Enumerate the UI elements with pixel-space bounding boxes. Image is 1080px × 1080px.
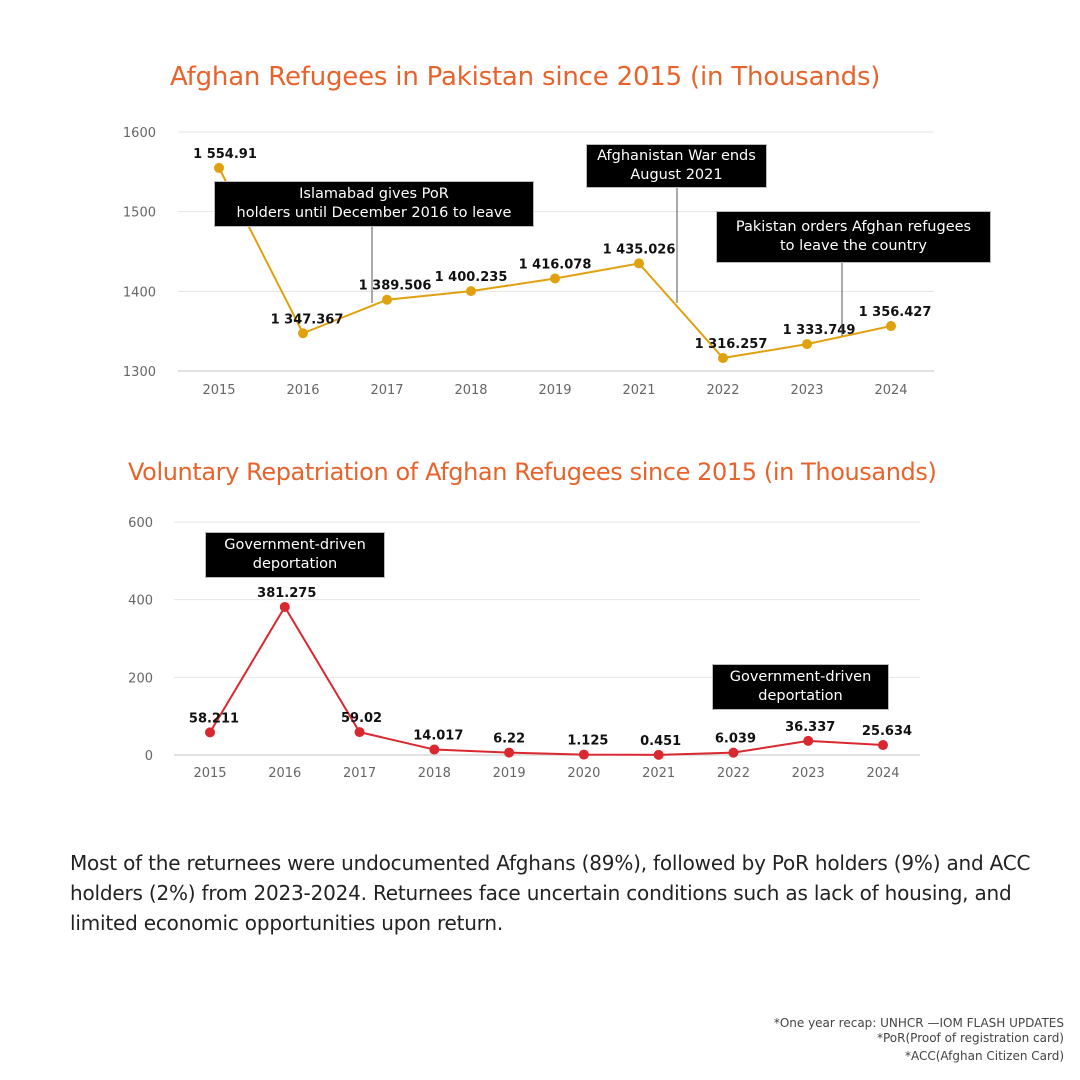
chart1-x-tick-label: 2024 [874, 383, 907, 398]
chart1-data-label: 1 435.026 [603, 242, 676, 257]
chart2-data-label: 381.275 [257, 586, 316, 601]
chart1-data-label: 1 389.506 [359, 279, 432, 294]
chart2-title: Voluntary Repatriation of Afghan Refugee… [128, 458, 937, 486]
chart1-x-tick-label: 2017 [370, 383, 403, 398]
chart2-x-tick-label: 2017 [343, 766, 376, 781]
chart2-data-point [279, 601, 290, 612]
chart2-x-tick-label: 2022 [717, 766, 750, 781]
chart2-data-label: 25.634 [862, 724, 912, 739]
chart2-data-label: 59.02 [341, 711, 382, 726]
chart1-y-tick-label: 1400 [123, 285, 156, 300]
chart2-x-tick-label: 2020 [567, 766, 600, 781]
chart2-data-point [205, 727, 215, 738]
chart2-y-tick-label: 200 [128, 671, 153, 686]
chart2-data-point [653, 749, 664, 760]
chart1-data-label: 1 356.427 [859, 305, 932, 320]
chart2-data-label: 6.039 [715, 732, 756, 747]
chart1-y-tick-label: 1300 [123, 365, 156, 380]
refugees-line-chart: 1300 1400 1500 1600 2015 2016 2017 2018 2019 2021… [123, 126, 934, 398]
chart2-x-tick-label: 2021 [642, 766, 675, 781]
chart2-x-tick-label: 2018 [418, 766, 451, 781]
footnote-acc: *ACC(Afghan Citizen Card) [904, 1049, 1064, 1063]
chart1-x-tick-label: 2019 [538, 383, 571, 398]
chart1-annotation-connector [218, 166, 227, 182]
chart1-x-tick-label: 2023 [790, 383, 823, 398]
chart2-y-tick-label: 400 [128, 594, 153, 609]
chart2-series-line [209, 604, 884, 756]
chart2-data-point [878, 740, 888, 751]
footnote-por: *PoR(Proof of registration card) [877, 1031, 1064, 1045]
chart2-data-point [429, 744, 440, 755]
chart2-data-point [728, 747, 739, 758]
repatriation-line-chart: 0 200 400 600 2015 2016 2017 2018 2019 2020 2021 20… [128, 516, 920, 781]
annotation-pakistan-orders: Pakistan orders Afghan refugees to leave… [716, 211, 991, 263]
chart1-x-tick-label: 2015 [202, 383, 235, 398]
chart1-data-point [886, 321, 896, 332]
chart2-data-label: 58.211 [189, 711, 239, 726]
chart1-x-tick-label: 2018 [454, 383, 487, 398]
chart1-data-label: 1 400.235 [435, 270, 508, 285]
chart1-y-tick-label: 1500 [123, 206, 156, 221]
chart2-data-label: 14.017 [413, 729, 463, 744]
chart2-data-label: 0.451 [640, 734, 681, 749]
annotation-war-ends: Afghanistan War ends August 2021 [586, 144, 767, 188]
chart1-data-point [550, 273, 560, 284]
chart1-data-point [382, 294, 392, 305]
chart1-data-point [466, 286, 476, 297]
chart1-x-tick-label: 2016 [286, 383, 319, 398]
chart1-data-point [802, 339, 812, 350]
chart1-y-tick-label: 1600 [123, 126, 156, 141]
chart2-x-tick-label: 2015 [193, 766, 226, 781]
chart2-x-tick-label: 2024 [866, 766, 899, 781]
annotation-deportation-2023: Government-driven deportation [712, 664, 889, 710]
annotation-deportation-2016: Government-driven deportation [205, 532, 385, 578]
chart2-y-tick-label: 0 [145, 749, 153, 764]
chart2-data-label: 1.125 [567, 734, 608, 749]
chart1-data-label: 1 333.749 [783, 323, 856, 338]
chart2-data-point [578, 749, 589, 760]
chart1-data-point [718, 353, 728, 364]
chart1-data-label: 1 316.257 [695, 337, 768, 352]
chart1-data-point [634, 258, 644, 269]
chart2-x-tick-label: 2019 [493, 766, 526, 781]
chart2-data-label: 36.337 [785, 720, 835, 735]
chart2-data-label: 6.22 [493, 732, 525, 747]
chart2-x-tick-label: 2023 [792, 766, 825, 781]
chart1-data-point [298, 328, 308, 339]
chart1-data-label: 1 347.367 [271, 312, 344, 327]
chart2-data-point [354, 727, 365, 738]
chart1-x-tick-label: 2022 [706, 383, 739, 398]
chart2-data-point [504, 747, 515, 758]
chart1-title: Afghan Refugees in Pakistan since 2015 (… [170, 62, 881, 92]
chart2-data-point [803, 735, 814, 746]
footnote-source: *One year recap: UNHCR —IOM FLASH UPDATE… [773, 1016, 1064, 1030]
summary-text: Most of the returnees were undocumented … [70, 851, 1031, 935]
chart2-x-tick-label: 2016 [268, 766, 301, 781]
chart1-x-tick-label: 2021 [622, 383, 655, 398]
annotation-por-deadline: Islamabad gives PoR holders until Decemb… [214, 181, 534, 227]
chart1-data-label: 1 554.91 [193, 147, 257, 162]
chart2-y-tick-label: 600 [128, 516, 153, 531]
chart1-data-label: 1 416.078 [519, 258, 592, 273]
